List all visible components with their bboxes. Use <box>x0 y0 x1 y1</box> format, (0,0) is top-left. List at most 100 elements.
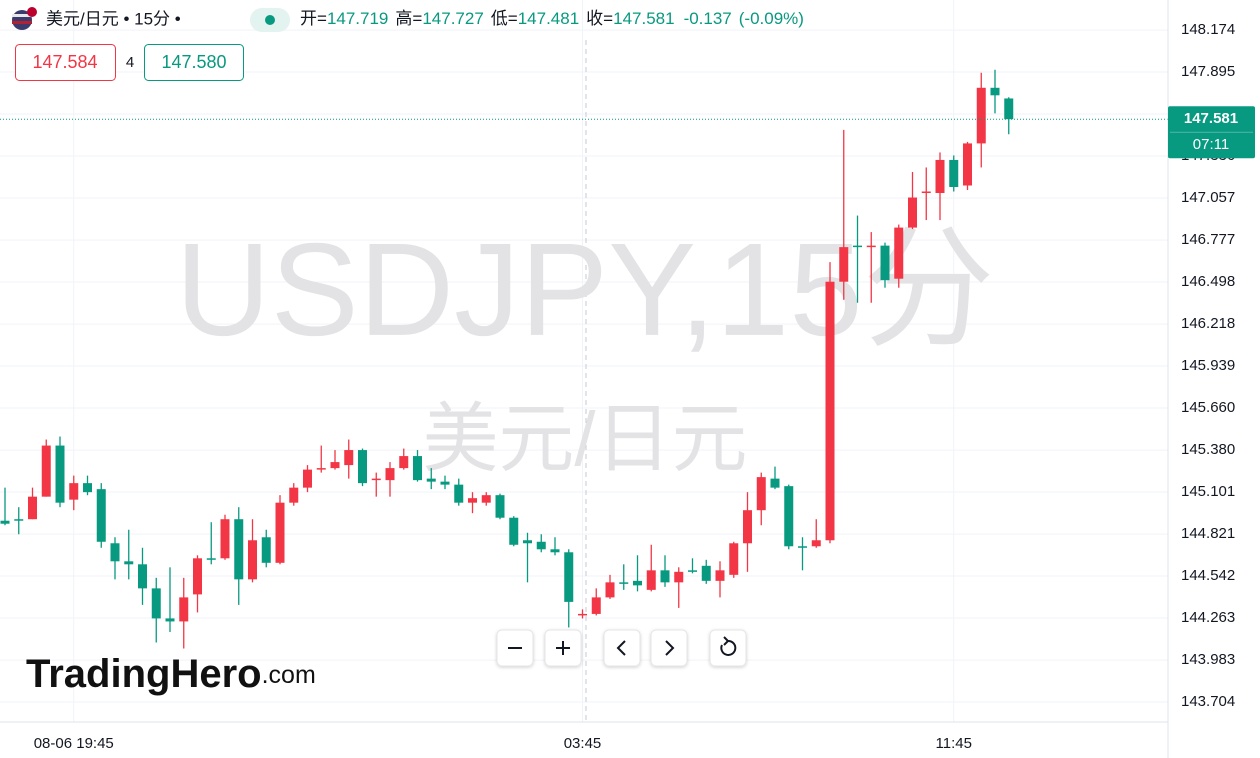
candle-body <box>935 159 945 194</box>
candle-body <box>55 445 65 503</box>
candle-body <box>371 478 381 481</box>
candle-body <box>564 552 574 602</box>
candle-body <box>385 468 395 481</box>
ohlc-value: 147.581 <box>613 9 674 28</box>
y-tick-label: 144.263 <box>1181 609 1235 626</box>
candle-body <box>344 450 354 466</box>
candle-body <box>509 517 519 545</box>
candle-body <box>358 450 367 484</box>
candle-body <box>261 537 271 563</box>
candle-body <box>976 87 986 144</box>
candle-body <box>481 495 491 503</box>
candle-body <box>756 477 766 511</box>
ohlc-value: 147.727 <box>422 9 483 28</box>
candle-body <box>784 486 794 547</box>
brand-suffix: .com <box>262 661 316 689</box>
scroll-right-button[interactable] <box>650 629 688 667</box>
candle-body <box>921 191 931 194</box>
candle-body <box>193 558 202 595</box>
y-tick-label: 145.939 <box>1181 357 1235 374</box>
brand-name: TradingHero.com <box>26 652 316 696</box>
candle-body <box>234 519 244 580</box>
y-tick-label: 144.542 <box>1181 567 1235 584</box>
x-tick-label: 08-06 19:45 <box>34 735 114 752</box>
grid <box>0 0 1168 722</box>
candle-body <box>908 197 917 228</box>
flag-icon <box>27 7 37 17</box>
y-tick-label: 144.821 <box>1181 525 1235 542</box>
candle-body <box>220 519 230 559</box>
y-tick-label: 146.498 <box>1181 273 1235 290</box>
candle-body <box>578 613 587 616</box>
candle-body <box>96 489 106 542</box>
reset-button[interactable] <box>709 629 747 667</box>
y-tick-label: 148.174 <box>1181 21 1235 38</box>
bid: 147.584 <box>32 52 97 72</box>
ohlc-value: 147.719 <box>327 9 388 28</box>
candle-body <box>275 502 285 563</box>
bid-box[interactable] <box>15 44 116 81</box>
price-axis: 148.174147.895147.616147.336147.057146.7… <box>1168 21 1255 710</box>
symbol-title: 美元/日元 • 15分 • <box>46 9 181 28</box>
candle-body <box>440 481 450 485</box>
candle-body <box>591 597 601 614</box>
candle-body <box>248 540 257 580</box>
candle-body <box>866 245 876 248</box>
candle-body <box>454 484 464 503</box>
y-tick-label: 145.660 <box>1181 399 1235 416</box>
brand-text: TradingHero <box>26 652 262 696</box>
candle-body <box>963 143 972 186</box>
candle-body <box>619 582 629 584</box>
candle-body <box>399 456 409 469</box>
candle-body <box>41 445 51 497</box>
y-tick-label: 145.380 <box>1181 441 1235 458</box>
flag-stripe <box>12 21 32 24</box>
y-tick-label: 145.101 <box>1181 483 1235 500</box>
candle-body <box>426 478 436 482</box>
y-tick-label: 147.895 <box>1181 63 1235 80</box>
candle-body <box>179 597 189 622</box>
candle-body <box>990 87 1000 96</box>
zoom-in-button[interactable] <box>544 629 582 667</box>
candle-body <box>536 541 546 550</box>
change: -0.137 <box>684 9 732 28</box>
candle-body <box>413 456 422 481</box>
candle-body <box>839 247 849 282</box>
candle-body <box>646 570 656 590</box>
toolbar <box>496 629 747 667</box>
candle-body <box>633 580 642 586</box>
flag-stripe <box>12 14 32 17</box>
ask: 147.580 <box>161 52 226 72</box>
candle-body <box>523 540 532 544</box>
candle-body <box>110 543 120 562</box>
candle-body <box>124 561 134 565</box>
candle-body <box>0 520 10 524</box>
y-tick-label: 143.704 <box>1181 693 1235 710</box>
last-price-box <box>1168 106 1255 159</box>
candle-body <box>69 483 79 500</box>
y-tick-label: 143.983 <box>1181 651 1235 668</box>
last-price-label: 147.581 <box>1184 110 1238 127</box>
candle-body <box>28 496 37 520</box>
zoom-out-button[interactable] <box>496 629 534 667</box>
candle-body <box>138 564 147 589</box>
header: 美元/日元 • 15分 • 开=147.719 高=147.727 低=147.48… <box>12 7 804 81</box>
candle-body <box>798 546 807 548</box>
plot <box>0 69 1168 649</box>
change-percent: (-0.09%) <box>739 9 804 28</box>
scroll-left-button[interactable] <box>603 629 641 667</box>
candle-body <box>1004 98 1014 120</box>
ohlc-value: 147.481 <box>518 9 579 28</box>
ohlc: 开=147.719 高=147.727 低=147.481 收=147.581 -0.1… <box>300 9 804 28</box>
candle-body <box>660 570 670 583</box>
candle-body <box>316 468 326 470</box>
status-dot <box>265 15 275 25</box>
candle-body <box>853 245 862 248</box>
candle-body <box>880 245 890 281</box>
candle-body <box>743 510 752 544</box>
x-tick-label: 03:45 <box>564 735 602 752</box>
ask-box[interactable] <box>144 44 244 81</box>
candle-body <box>303 469 312 488</box>
